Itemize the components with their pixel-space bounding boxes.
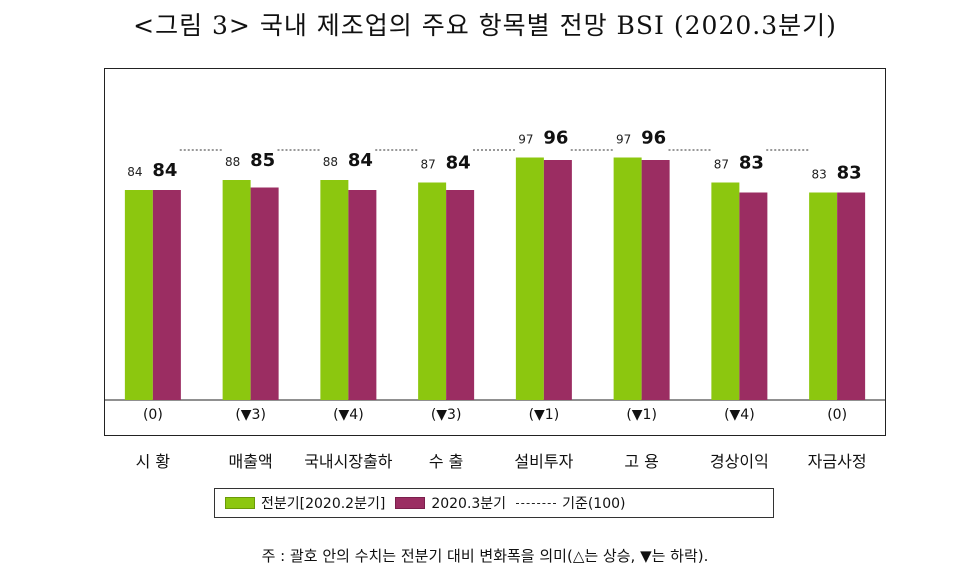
category-label: 수 출 [429, 452, 464, 471]
change-label: (▼3) [235, 407, 266, 423]
category-label: 설비투자 [514, 452, 573, 471]
category-label: 자금사정 [808, 452, 867, 471]
plot-area [104, 68, 886, 436]
change-label: (0) [143, 407, 163, 423]
legend-label-previous: 전분기[2020.2분기] [261, 496, 386, 512]
change-label: (▼3) [431, 407, 462, 423]
chart-title: <그림 3> 국내 제조업의 주요 항목별 전망 BSI (2020.3분기) [133, 11, 837, 40]
bar-current [739, 192, 768, 400]
category-label: 고 용 [624, 452, 659, 471]
data-label-current: 85 [250, 150, 275, 171]
bar-previous [124, 190, 153, 400]
bar-previous [711, 182, 740, 400]
bar-previous [613, 157, 642, 400]
bar-previous [320, 180, 349, 400]
bar-previous [515, 157, 544, 400]
legend-label-reference: 기준(100) [562, 496, 626, 512]
category-label: 시 황 [136, 452, 171, 471]
category-label: 매출액 [229, 452, 273, 471]
legend-swatch-previous [225, 497, 255, 509]
bar-current [152, 190, 181, 400]
legend-swatch-current [395, 497, 426, 509]
data-label-current: 84 [348, 150, 373, 171]
bar-current [543, 160, 572, 400]
data-label-previous: 88 [225, 155, 240, 169]
bar-current [348, 190, 377, 400]
data-label-previous: 97 [518, 133, 533, 147]
data-label-current: 96 [641, 128, 666, 149]
data-label-previous: 87 [714, 158, 729, 172]
data-label-current: 96 [543, 128, 568, 149]
bar-current [446, 190, 475, 400]
change-label: (▼1) [626, 407, 657, 423]
bar-current [837, 192, 866, 400]
data-label-previous: 84 [127, 165, 142, 179]
data-label-previous: 87 [420, 158, 435, 172]
bar-current [641, 160, 670, 400]
bar-previous [222, 180, 251, 400]
change-label: (▼4) [724, 407, 755, 423]
data-label-current: 84 [152, 160, 177, 181]
bar-chart: 84 84 (0) 시 황 88 85 (▼3) 매출액 88 84 (▼4) 국내시장출하 87 84 (… [104, 128, 886, 471]
legend-item-reference: 기준(100) [516, 493, 625, 513]
change-label: (0) [827, 407, 847, 423]
data-label-previous: 88 [323, 155, 338, 169]
legend-item-previous: 전분기[2020.2분기] [225, 493, 385, 513]
category-label: 국내시장출하 [304, 452, 393, 471]
legend-label-current: 2020.3분기 [431, 496, 507, 512]
data-label-current: 83 [739, 153, 764, 174]
bar-current [250, 187, 279, 400]
legend: 전분기[2020.2분기] 2020.3분기 기준(100) [214, 488, 774, 518]
data-label-current: 83 [837, 163, 862, 184]
data-label-current: 84 [446, 153, 471, 174]
bar-previous [418, 182, 447, 400]
data-label-previous: 97 [616, 133, 631, 147]
bar-previous [809, 192, 838, 400]
category-label: 경상이익 [710, 452, 769, 471]
legend-item-current: 2020.3분기 [395, 493, 506, 513]
footnote: 주 : 괄호 안의 수치는 전분기 대비 변화폭을 의미(△는 상승, ▼는 하… [261, 547, 709, 565]
change-label: (▼1) [529, 407, 560, 423]
data-label-previous: 83 [811, 168, 826, 182]
change-label: (▼4) [333, 407, 364, 423]
legend-swatch-reference [516, 502, 557, 504]
